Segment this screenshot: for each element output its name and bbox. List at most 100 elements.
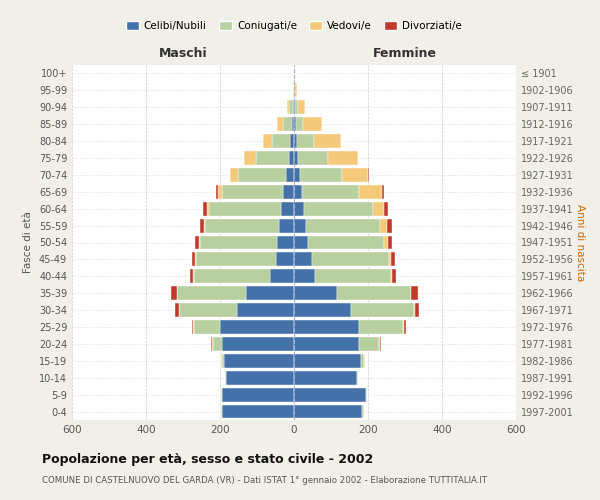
Bar: [199, 236, 200, 250]
Bar: [368, 168, 369, 182]
Bar: [294, 354, 361, 368]
Bar: [279, 218, 294, 232]
Bar: [306, 218, 380, 232]
Bar: [270, 270, 294, 283]
Bar: [283, 185, 294, 198]
Bar: [294, 202, 304, 215]
Bar: [226, 371, 294, 384]
Bar: [289, 151, 294, 165]
Bar: [384, 236, 388, 250]
Bar: [294, 388, 366, 402]
Bar: [236, 303, 294, 317]
Bar: [220, 320, 294, 334]
Bar: [263, 134, 272, 148]
Bar: [193, 270, 194, 283]
Bar: [218, 185, 222, 198]
Bar: [293, 100, 294, 114]
Bar: [171, 286, 177, 300]
Bar: [373, 202, 384, 215]
Bar: [403, 320, 404, 334]
Bar: [294, 270, 316, 283]
Bar: [225, 371, 226, 384]
Bar: [221, 404, 222, 418]
Bar: [194, 320, 220, 334]
Bar: [283, 117, 292, 131]
Bar: [295, 84, 296, 98]
Bar: [299, 168, 342, 182]
Bar: [192, 252, 195, 266]
Bar: [294, 303, 352, 317]
Bar: [277, 236, 294, 250]
Y-axis label: Anni di nascita: Anni di nascita: [575, 204, 585, 281]
Bar: [195, 236, 199, 250]
Bar: [246, 286, 294, 300]
Bar: [294, 218, 306, 232]
Bar: [295, 100, 298, 114]
Bar: [222, 185, 283, 198]
Bar: [289, 100, 293, 114]
Bar: [191, 320, 193, 334]
Bar: [194, 270, 270, 283]
Bar: [190, 270, 193, 283]
Bar: [200, 236, 277, 250]
Bar: [312, 252, 389, 266]
Bar: [272, 134, 290, 148]
Bar: [204, 218, 205, 232]
Bar: [286, 168, 294, 182]
Bar: [294, 236, 308, 250]
Bar: [414, 303, 415, 317]
Bar: [415, 303, 419, 317]
Bar: [203, 202, 207, 215]
Bar: [352, 303, 414, 317]
Bar: [298, 100, 305, 114]
Bar: [391, 252, 395, 266]
Bar: [294, 337, 359, 351]
Bar: [193, 320, 194, 334]
Bar: [359, 320, 403, 334]
Bar: [303, 117, 322, 131]
Bar: [298, 151, 328, 165]
Bar: [411, 286, 418, 300]
Bar: [387, 218, 392, 232]
Bar: [294, 100, 295, 114]
Bar: [179, 303, 236, 317]
Bar: [388, 236, 392, 250]
Bar: [200, 218, 204, 232]
Bar: [342, 168, 368, 182]
Bar: [384, 202, 388, 215]
Bar: [216, 185, 218, 198]
Bar: [256, 151, 289, 165]
Bar: [294, 252, 312, 266]
Bar: [294, 286, 337, 300]
Bar: [294, 185, 302, 198]
Bar: [328, 151, 358, 165]
Bar: [379, 337, 380, 351]
Bar: [314, 134, 341, 148]
Text: Popolazione per età, sesso e stato civile - 2002: Popolazione per età, sesso e stato civil…: [42, 452, 373, 466]
Bar: [296, 117, 303, 131]
Bar: [244, 151, 256, 165]
Bar: [359, 337, 379, 351]
Bar: [290, 134, 294, 148]
Bar: [196, 252, 275, 266]
Bar: [362, 404, 364, 418]
Bar: [222, 337, 294, 351]
Bar: [222, 404, 294, 418]
Bar: [294, 151, 298, 165]
Bar: [410, 286, 411, 300]
Bar: [178, 286, 246, 300]
Bar: [195, 252, 196, 266]
Bar: [287, 100, 289, 114]
Bar: [380, 337, 381, 351]
Bar: [294, 168, 299, 182]
Bar: [357, 371, 358, 384]
Bar: [281, 202, 294, 215]
Bar: [294, 320, 359, 334]
Bar: [391, 270, 392, 283]
Bar: [207, 202, 209, 215]
Y-axis label: Fasce di età: Fasce di età: [23, 212, 33, 274]
Bar: [294, 371, 357, 384]
Bar: [212, 337, 222, 351]
Bar: [392, 270, 396, 283]
Bar: [238, 168, 286, 182]
